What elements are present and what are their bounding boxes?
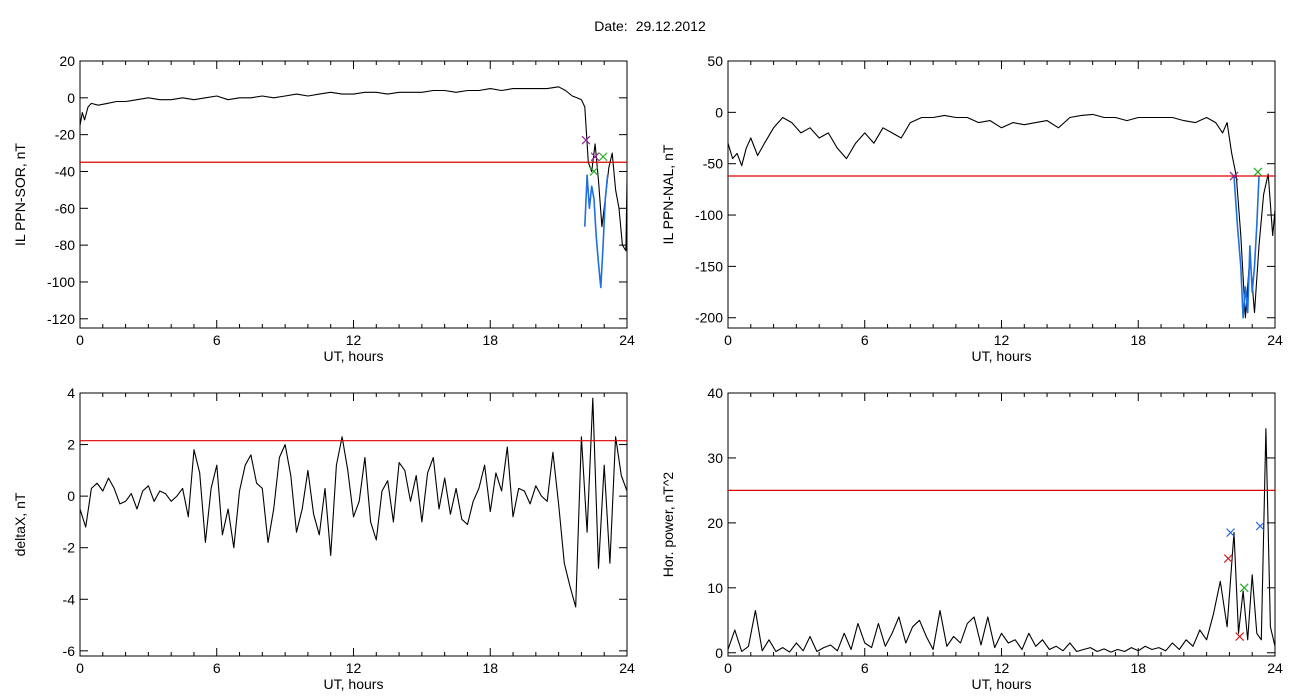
y-axis-label: Hor. power, nT^2 (660, 472, 676, 578)
plot-area (80, 86, 627, 289)
x-tick-label: 12 (346, 660, 362, 676)
x-tick-label: 0 (76, 332, 84, 348)
y-tick-label: 0 (715, 645, 723, 661)
highlight-series-line (584, 174, 609, 289)
x-tick-label: 6 (213, 660, 221, 676)
plot-frame (727, 392, 1276, 657)
y-axis-label: IL PPN-NAL, nT (660, 144, 676, 244)
event-marker-purple (581, 135, 591, 145)
plot-frame (79, 60, 628, 329)
event-marker-stroke (1253, 167, 1263, 177)
chart-panel-2: 0 6 12 18 24 50 0 -50 -100 -150 -200 UT, hours IL PP… (660, 53, 1283, 364)
x-tick-label: 12 (994, 332, 1010, 348)
x-axis-label: UT, hours (972, 676, 1032, 692)
x-tick-label: 0 (724, 660, 732, 676)
x-tick-label: 18 (482, 332, 498, 348)
trace-series-line (728, 428, 1275, 653)
x-tick-label: 6 (213, 332, 221, 348)
chart-panel-1: 0 6 12 18 24 20 0 -20 -40 -60 -80 -100 -120 UT, hours… (12, 53, 635, 364)
y-tick-label: -50 (703, 156, 723, 172)
event-marker-green (598, 152, 608, 162)
event-marker-green (1253, 167, 1263, 177)
x-tick-label: 12 (994, 660, 1010, 676)
y-tick-label: 40 (707, 385, 723, 401)
event-marker-stroke (590, 152, 600, 162)
x-tick-label: 24 (1267, 332, 1283, 348)
y-tick-label: 0 (715, 104, 723, 120)
y-tick-label: -40 (55, 163, 75, 179)
plot-frame (727, 60, 1276, 329)
x-tick-label: 18 (1130, 332, 1146, 348)
event-marker-green (1239, 583, 1249, 593)
y-axis-label: deltaX, nT (12, 492, 28, 556)
y-tick-label: 10 (707, 580, 723, 596)
event-marker-stroke (1255, 521, 1265, 531)
event-marker-red (1235, 632, 1245, 641)
event-marker-stroke (1239, 583, 1249, 593)
event-marker-stroke (1226, 528, 1235, 538)
y-tick-label: -120 (47, 311, 75, 327)
y-tick-label: -200 (695, 310, 723, 326)
y-tick-label: -4 (63, 591, 76, 607)
event-marker-stroke (598, 152, 608, 162)
y-tick-label: 20 (59, 53, 75, 69)
event-marker-stroke (1223, 554, 1233, 564)
plot-area (728, 428, 1275, 653)
y-tick-label: 0 (67, 90, 75, 106)
x-tick-label: 24 (1267, 660, 1283, 676)
event-marker-stroke (589, 167, 599, 176)
y-tick-label: 4 (67, 385, 75, 401)
x-axis-label: UT, hours (324, 348, 384, 364)
x-tick-label: 24 (619, 332, 635, 348)
y-tick-label: 20 (707, 515, 723, 531)
chart-panel-4: 0 6 12 18 24 40 30 20 10 0 UT, hours Hor. power, nT… (660, 385, 1283, 692)
y-tick-label: -60 (55, 200, 75, 216)
event-marker-green (589, 167, 599, 176)
event-marker-blue (1255, 521, 1265, 531)
event-marker-stroke (581, 135, 591, 145)
event-marker-stroke (1235, 632, 1245, 641)
figure-date-title: Date: 29.12.2012 (0, 18, 1300, 34)
y-tick-label: -6 (63, 643, 76, 659)
y-tick-label: 0 (67, 488, 75, 504)
y-tick-label: -100 (695, 207, 723, 223)
event-marker-purple (590, 152, 600, 162)
event-marker-purple (1229, 171, 1239, 181)
event-marker-stroke (1229, 171, 1239, 181)
y-tick-label: 2 (67, 437, 75, 453)
date-value: 29.12.2012 (635, 18, 706, 34)
x-tick-label: 24 (619, 660, 635, 676)
y-tick-label: -80 (55, 237, 75, 253)
plot-frame (79, 392, 628, 657)
y-axis-label: IL PPN-SOR, nT (12, 143, 28, 246)
trace-series-line (80, 397, 627, 608)
y-tick-label: -100 (47, 274, 75, 290)
trace-series-line (728, 113, 1275, 319)
x-tick-label: 18 (1130, 660, 1146, 676)
trace-series-line (80, 86, 627, 252)
x-tick-label: 6 (861, 660, 869, 676)
x-tick-label: 6 (861, 332, 869, 348)
date-label: Date: (594, 18, 628, 34)
x-tick-label: 12 (346, 332, 362, 348)
y-tick-label: -150 (695, 258, 723, 274)
x-tick-label: 0 (724, 332, 732, 348)
plot-area (80, 397, 627, 608)
y-tick-label: 50 (707, 53, 723, 69)
x-tick-label: 0 (76, 660, 84, 676)
y-tick-label: -2 (63, 540, 76, 556)
y-tick-label: -20 (55, 127, 75, 143)
event-marker-red (1223, 554, 1233, 564)
x-tick-label: 18 (482, 660, 498, 676)
x-axis-label: UT, hours (972, 348, 1032, 364)
event-marker-blue (1226, 528, 1235, 538)
x-axis-label: UT, hours (324, 676, 384, 692)
chart-panel-3: 0 6 12 18 24 4 2 0 -2 -4 -6 UT, hours deltaX, nT (12, 385, 635, 692)
plot-area (728, 113, 1275, 319)
y-tick-label: 30 (707, 450, 723, 466)
highlight-series-line (1233, 175, 1260, 319)
